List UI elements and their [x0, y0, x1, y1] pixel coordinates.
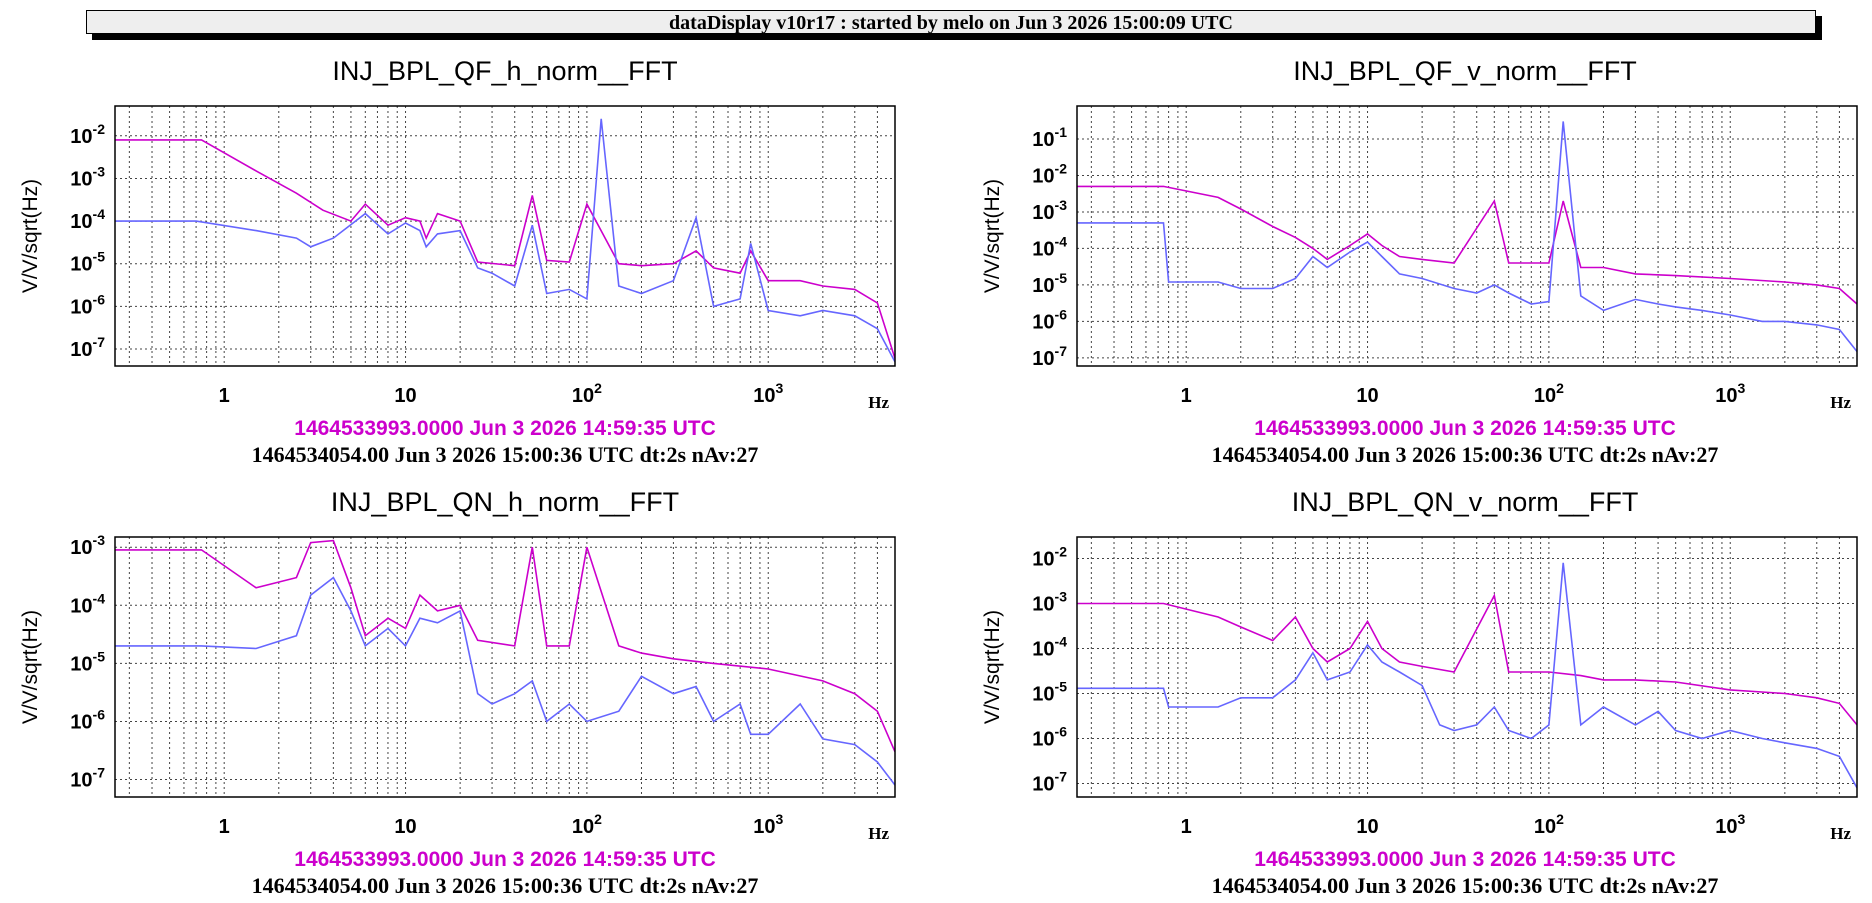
- grid: [115, 537, 895, 797]
- reference-timestamp: 1464533993.0000 Jun 3 2026 14:59:35 UTC: [1254, 417, 1675, 440]
- x-tick-label: 102: [1534, 811, 1564, 838]
- x-tick-label: 1: [1181, 816, 1192, 838]
- plot-frame: [1076, 105, 1858, 367]
- y-axis-label: V/V/sqrt(Hz): [981, 179, 1004, 293]
- x-tick-label: 103: [1715, 811, 1745, 838]
- y-tick-label: 10-1: [1032, 124, 1067, 151]
- x-tick-label: 102: [1534, 380, 1564, 407]
- chart-title: INJ_BPL_QN_v_norm__FFT: [1292, 487, 1639, 517]
- series-line-live: [1077, 121, 1857, 352]
- x-tick-label: 103: [1715, 380, 1745, 407]
- x-tick-label: 10: [394, 816, 416, 838]
- reference-timestamp: 1464533993.0000 Jun 3 2026 14:59:35 UTC: [294, 417, 715, 440]
- x-tick-label: 102: [572, 380, 602, 407]
- y-tick-label: 10-5: [1032, 678, 1067, 705]
- plot-frame: [114, 105, 896, 367]
- y-tick-label: 10-6: [70, 291, 105, 318]
- y-tick-label: 10-7: [70, 334, 105, 361]
- y-tick-label: 10-5: [1032, 270, 1067, 297]
- live-timestamp: 1464534054.00 Jun 3 2026 15:00:36 UTC dt…: [1212, 442, 1719, 467]
- y-tick-label: 10-4: [1032, 233, 1067, 260]
- y-tick-label: 10-3: [70, 532, 105, 559]
- chart-title: INJ_BPL_QN_h_norm__FFT: [331, 487, 679, 517]
- chart-title: INJ_BPL_QF_h_norm__FFT: [332, 56, 677, 86]
- x-tick-label: 103: [753, 380, 783, 407]
- y-tick-label: 10-3: [70, 163, 105, 190]
- grid: [115, 106, 895, 366]
- live-timestamp: 1464534054.00 Jun 3 2026 15:00:36 UTC dt…: [252, 442, 759, 467]
- x-tick-label: 1: [219, 385, 230, 407]
- y-tick-label: 10-5: [70, 648, 105, 675]
- y-tick-label: 10-3: [1032, 588, 1067, 615]
- chart-title: INJ_BPL_QF_v_norm__FFT: [1293, 56, 1637, 86]
- spectrum-panel-3: INJ_BPL_QN_h_norm__FFT V/V/sqrt(Hz) 10-7 10…: [19, 487, 896, 898]
- spectrum-panel-1: INJ_BPL_QF_h_norm__FFT V/V/sqrt(Hz) 10-7 10…: [19, 56, 896, 467]
- y-axis-label: V/V/sqrt(Hz): [981, 610, 1004, 724]
- x-tick-label: 103: [753, 811, 783, 838]
- x-axis-unit: Hz: [1830, 393, 1851, 412]
- series-line-live: [115, 118, 895, 363]
- reference-timestamp: 1464533993.0000 Jun 3 2026 14:59:35 UTC: [1254, 848, 1675, 871]
- live-timestamp: 1464534054.00 Jun 3 2026 15:00:36 UTC dt…: [252, 873, 759, 898]
- plot-frame: [1076, 536, 1858, 798]
- x-tick-label: 1: [219, 816, 230, 838]
- grid: [1077, 106, 1857, 366]
- y-tick-label: 10-6: [1032, 723, 1067, 750]
- y-tick-label: 10-4: [1032, 633, 1067, 660]
- y-axis-label: V/V/sqrt(Hz): [19, 610, 42, 724]
- x-axis-unit: Hz: [1830, 824, 1851, 843]
- series-line-live: [1077, 562, 1857, 789]
- series-line-ref: [1077, 185, 1857, 305]
- x-tick-label: 1: [1181, 385, 1192, 407]
- series-line-ref: [115, 539, 895, 753]
- series-line-ref: [1077, 593, 1857, 726]
- plot-frame: [114, 536, 896, 798]
- x-tick-label: 10: [1356, 816, 1378, 838]
- y-tick-label: 10-2: [1032, 160, 1067, 187]
- series-line-live: [115, 576, 895, 786]
- y-tick-label: 10-2: [70, 121, 105, 148]
- spectrum-panel-4: INJ_BPL_QN_v_norm__FFT V/V/sqrt(Hz) 10-7 10…: [981, 487, 1858, 898]
- spectrum-panel-2: INJ_BPL_QF_v_norm__FFT V/V/sqrt(Hz) 10-7 10…: [981, 56, 1858, 467]
- y-tick-label: 10-6: [1032, 306, 1067, 333]
- y-axis-label: V/V/sqrt(Hz): [19, 179, 42, 293]
- display-banner: dataDisplay v10r17 : started by melo on …: [86, 10, 1816, 34]
- x-tick-label: 10: [1356, 385, 1378, 407]
- y-tick-label: 10-7: [1032, 343, 1067, 370]
- y-tick-label: 10-7: [70, 765, 105, 792]
- live-timestamp: 1464534054.00 Jun 3 2026 15:00:36 UTC dt…: [1212, 873, 1719, 898]
- y-tick-label: 10-4: [70, 590, 105, 617]
- series-line-ref: [115, 139, 895, 359]
- y-tick-label: 10-5: [70, 249, 105, 276]
- y-tick-label: 10-7: [1032, 768, 1067, 795]
- y-tick-label: 10-4: [70, 206, 105, 233]
- x-axis-unit: Hz: [868, 393, 889, 412]
- y-tick-label: 10-6: [70, 706, 105, 733]
- y-tick-label: 10-2: [1032, 543, 1067, 570]
- x-tick-label: 10: [394, 385, 416, 407]
- grid: [1077, 537, 1857, 797]
- y-tick-label: 10-3: [1032, 197, 1067, 224]
- reference-timestamp: 1464533993.0000 Jun 3 2026 14:59:35 UTC: [294, 848, 715, 871]
- x-axis-unit: Hz: [868, 824, 889, 843]
- x-tick-label: 102: [572, 811, 602, 838]
